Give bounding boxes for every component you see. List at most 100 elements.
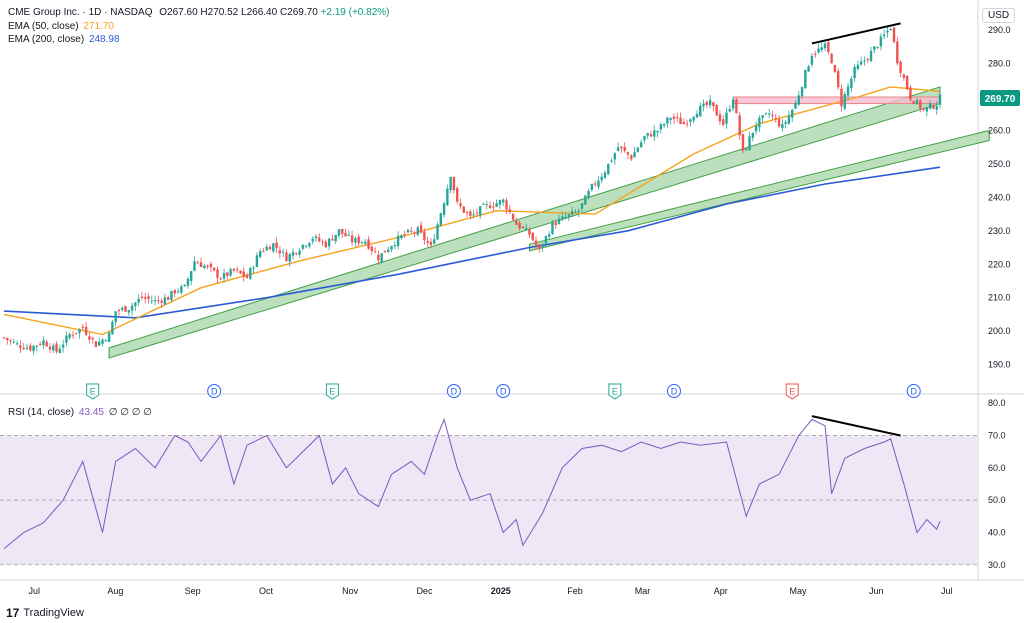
candle-body — [873, 46, 876, 50]
rsi-band-fill — [0, 435, 978, 565]
candle-body — [462, 206, 465, 213]
event-marker-label: E — [90, 387, 96, 397]
candle-body — [344, 232, 347, 237]
ema200-legend[interactable]: EMA (200, close) 248.98 — [8, 33, 120, 46]
candle-body — [416, 227, 420, 235]
candle-body — [689, 119, 692, 122]
candle-body — [117, 310, 121, 312]
candle-body — [68, 334, 71, 338]
candle-body — [393, 245, 397, 247]
candle-body — [498, 200, 502, 205]
rsi-extra: ∅ ∅ ∅ ∅ — [108, 407, 152, 418]
rsi-grid — [0, 435, 978, 566]
candle-body — [255, 255, 259, 268]
candle-body — [718, 114, 722, 122]
time-tick-label: Mar — [635, 586, 651, 596]
candles — [2, 26, 942, 356]
candle-body — [245, 275, 249, 279]
candle-body — [928, 103, 932, 109]
candle-body — [649, 134, 653, 137]
candle-body — [662, 124, 666, 126]
candle-body — [771, 114, 774, 117]
candle-body — [597, 180, 600, 187]
candle-body — [607, 163, 610, 175]
candle-body — [784, 121, 787, 124]
candle-body — [268, 246, 272, 250]
candle-body — [932, 104, 935, 109]
candle-body — [728, 108, 732, 112]
candle-body — [410, 230, 413, 232]
candle-body — [370, 246, 374, 252]
candle-body — [692, 116, 695, 121]
candle-body — [807, 66, 810, 72]
rsi-legend[interactable]: RSI (14, close) 43.45 ∅ ∅ ∅ ∅ — [8, 406, 152, 419]
candle-body — [38, 343, 42, 345]
candle-body — [327, 238, 331, 247]
candle-body — [176, 291, 180, 293]
candle-body — [567, 214, 571, 217]
candle-body — [127, 310, 130, 313]
event-marker-label: E — [789, 387, 795, 397]
dividend-marker — [906, 384, 921, 398]
candle-body — [708, 100, 712, 106]
candle-body — [15, 343, 19, 345]
candle-body — [653, 130, 656, 137]
price-tick-label: 200.0 — [988, 326, 1011, 336]
candle-body — [587, 191, 590, 198]
candle-body — [354, 238, 357, 243]
price-tick-label: 280.0 — [988, 59, 1011, 69]
candle-body — [620, 146, 623, 149]
candle-body — [935, 105, 938, 110]
last-price-text: 269.70 — [985, 94, 1016, 105]
symbol-legend[interactable]: CME Group Inc. · 1D · NASDAQ O267.60 H27… — [8, 6, 389, 19]
candle-body — [528, 229, 531, 235]
earnings-marker — [325, 383, 339, 400]
candle-body — [833, 65, 837, 72]
event-marker-label: E — [612, 387, 618, 397]
currency-button[interactable]: USD — [982, 8, 1016, 23]
candle-body — [656, 130, 659, 133]
candle-body — [311, 238, 314, 242]
candle-body — [856, 64, 860, 70]
tradingview-logo[interactable]: 17 TradingView — [6, 606, 84, 620]
candle-body — [419, 225, 423, 233]
candle-body — [731, 99, 735, 109]
ema50-legend[interactable]: EMA (50, close) 271.70 — [8, 20, 114, 33]
candle-body — [754, 125, 758, 132]
candle-body — [242, 271, 245, 277]
candle-body — [367, 239, 370, 249]
candle-body — [892, 27, 896, 42]
time-tick-label: Sep — [185, 586, 201, 596]
candle-body — [101, 339, 104, 344]
candle-body — [167, 297, 170, 300]
candle-body — [912, 100, 915, 104]
candle-body — [502, 199, 505, 203]
rsi-tick-label: 60.0 — [988, 463, 1006, 473]
time-tick-label: Dec — [416, 586, 433, 596]
candle-body — [669, 118, 672, 120]
candle-body — [695, 113, 699, 118]
candle-body — [429, 241, 433, 246]
candle-body — [850, 78, 853, 89]
candle-body — [492, 206, 495, 208]
ohlc-low: L266.40 — [241, 7, 278, 18]
candle-body — [426, 241, 429, 243]
candle-body — [364, 241, 367, 244]
candle-body — [75, 332, 78, 334]
candle-body — [216, 269, 219, 278]
event-marker-label: D — [500, 387, 507, 397]
candle-body — [84, 326, 88, 335]
time-tick-label: 2025 — [491, 586, 511, 596]
price-tick-label: 250.0 — [988, 159, 1011, 169]
candle-body — [121, 307, 124, 310]
candle-body — [557, 218, 561, 224]
time-tick-label: Jun — [869, 586, 884, 596]
symbol-name: CME Group Inc. · 1D · NASDAQ — [8, 7, 153, 18]
candle-body — [383, 250, 387, 253]
candle-body — [633, 152, 636, 158]
price-trendline — [811, 22, 901, 45]
rsi-value: 43.45 — [78, 407, 104, 418]
candle-body — [423, 231, 426, 241]
candle-body — [413, 232, 416, 234]
